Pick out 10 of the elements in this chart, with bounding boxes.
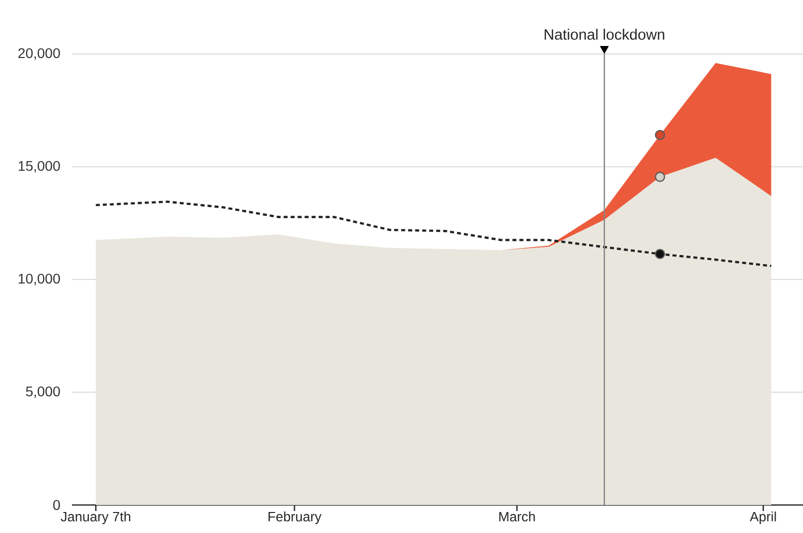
y-tick-label: 10,000 [18, 274, 60, 286]
y-tick-label: 5,000 [26, 386, 60, 398]
y-tick-label: 15,000 [18, 160, 60, 173]
y-tick-label: 20,000 [18, 48, 60, 60]
x-tick-label: March [499, 512, 535, 522]
ref-line-label: National lockdown [544, 28, 664, 40]
x-tick-label: January 7th [60, 512, 130, 524]
x-tick-label: April [750, 512, 776, 524]
x-tick-label: February [268, 512, 322, 524]
y-tick-label: 0 [53, 500, 60, 510]
